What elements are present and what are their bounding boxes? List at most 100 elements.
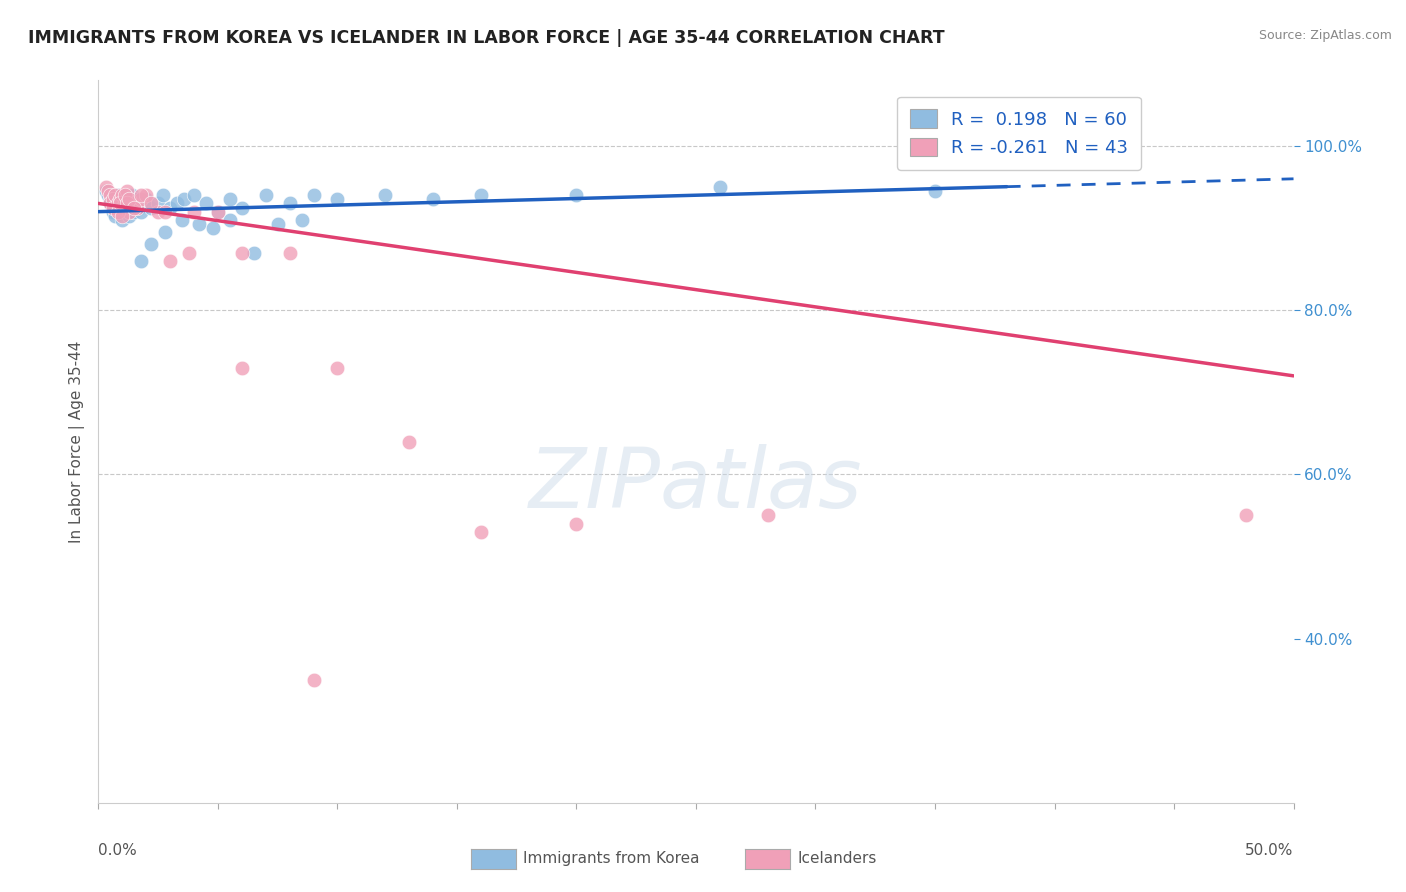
Point [326,360,349,375]
Point [231,201,253,215]
Text: ZIPatlas: ZIPatlas [529,444,863,525]
Point [108,204,131,219]
Point [98,188,122,202]
Point [118,204,141,219]
Point [422,192,444,206]
Point [114,188,136,202]
Point [135,192,157,206]
Point [101,201,124,215]
Point [219,212,242,227]
Point [159,253,181,268]
Point [101,192,124,206]
Point [111,192,134,206]
Point [111,209,134,223]
Point [326,192,349,206]
Point [148,196,170,211]
Point [115,204,138,219]
Point [374,188,396,202]
Point [107,188,129,202]
Point [111,212,134,227]
Point [139,237,162,252]
Point [121,196,143,211]
Point [179,245,201,260]
Point [108,192,131,206]
Point [398,434,420,449]
Point [98,192,122,206]
Point [565,188,588,202]
Point [107,201,129,215]
Point [107,196,129,211]
Point [267,217,290,231]
Point [97,188,120,202]
Point [128,201,150,215]
Point [104,188,127,202]
Point [183,204,205,219]
Point [124,196,146,211]
Point [114,196,136,211]
Point [98,196,122,211]
Point [254,188,277,202]
Point [132,196,155,211]
Point [125,201,148,215]
Text: Immigrants from Korea: Immigrants from Korea [523,852,700,866]
Point [135,188,157,202]
Point [131,192,153,206]
Point [756,508,779,523]
Text: 50.0%: 50.0% [1246,843,1294,857]
Point [94,184,117,198]
Point [121,188,143,202]
Text: 0.0%: 0.0% [98,843,138,857]
Point [101,201,124,215]
Point [115,196,138,211]
Point [108,196,131,211]
Point [709,180,731,194]
Point [187,217,209,231]
Point [101,204,124,219]
Point [125,192,148,206]
Point [243,245,266,260]
Point [139,201,162,215]
Point [115,192,138,206]
Point [108,196,131,211]
Point [207,204,229,219]
Point [152,188,174,202]
Point [302,188,325,202]
Point [219,192,242,206]
Point [565,516,588,531]
Point [104,209,127,223]
Point [166,196,188,211]
Point [118,192,141,206]
Text: IMMIGRANTS FROM KOREA VS ICELANDER IN LABOR FORCE | AGE 35-44 CORRELATION CHART: IMMIGRANTS FROM KOREA VS ICELANDER IN LA… [28,29,945,47]
Point [114,201,136,215]
Point [131,188,153,202]
Point [195,196,218,211]
Point [172,212,194,227]
Point [124,204,146,219]
Point [104,192,127,206]
Text: Source: ZipAtlas.com: Source: ZipAtlas.com [1258,29,1392,43]
Point [159,201,181,215]
Point [111,201,134,215]
Point [202,221,225,235]
Point [107,204,129,219]
Point [155,204,177,219]
Point [97,184,120,198]
Point [173,192,195,206]
Point [94,180,117,194]
Point [155,225,177,239]
Point [207,204,229,219]
Point [302,673,325,687]
Point [114,188,136,202]
Point [118,209,141,223]
Point [118,196,141,211]
Point [278,245,301,260]
Point [291,212,314,227]
Legend: R =  0.198   N = 60, R = -0.261   N = 43: R = 0.198 N = 60, R = -0.261 N = 43 [897,96,1142,169]
Point [124,201,146,215]
Point [111,188,134,202]
Point [278,196,301,211]
Point [131,204,153,219]
Point [231,360,253,375]
Point [470,188,492,202]
Point [98,196,122,211]
